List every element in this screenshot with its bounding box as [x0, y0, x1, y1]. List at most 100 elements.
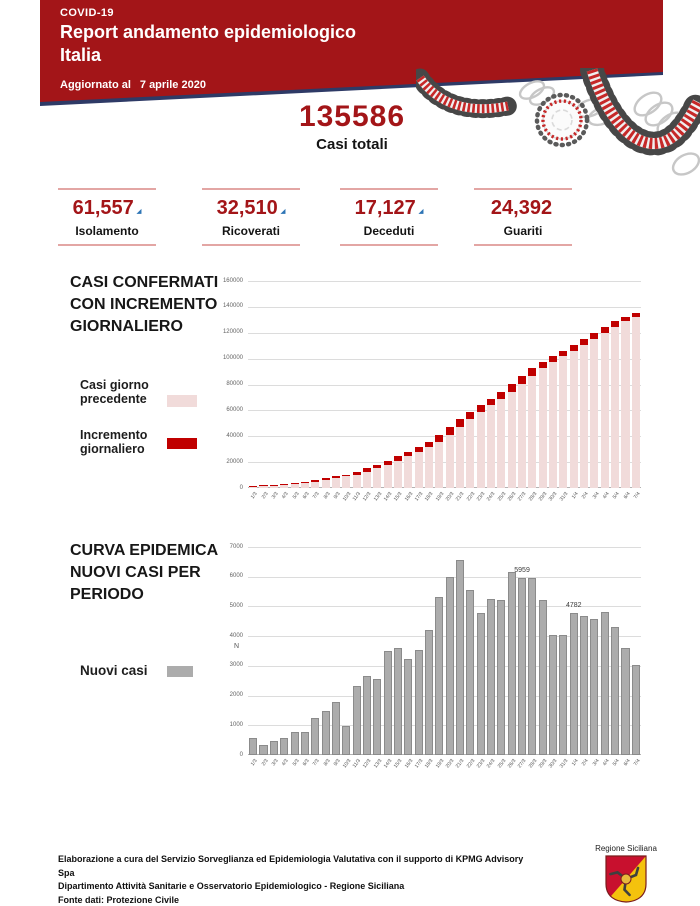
- bar-9/3: [331, 701, 340, 755]
- gridline: [248, 306, 641, 308]
- y-tick-label: 0: [239, 751, 243, 758]
- x-tick-label: 27/3: [517, 491, 528, 503]
- gridline: [248, 606, 641, 608]
- bar-segment: [342, 476, 351, 488]
- trend-arrow-icon: ◢: [418, 208, 424, 215]
- x-tick-label: 17/3: [413, 491, 425, 503]
- bar-segment: [507, 572, 516, 755]
- bar-segment: [631, 664, 640, 755]
- bar-segment: [259, 486, 268, 488]
- x-tick-label: 1/4: [570, 758, 580, 768]
- bar-1/4: [569, 612, 578, 755]
- x-tick-label: 28/3: [527, 758, 539, 770]
- x-tick-label: 11/3: [351, 491, 363, 503]
- x-tick-label: 26/3: [506, 758, 518, 770]
- y-tick-label: 2000: [229, 692, 243, 699]
- x-tick-label: 5/3: [291, 491, 301, 501]
- x-tick-label: 14/3: [382, 758, 394, 770]
- bar-segment: [311, 482, 320, 488]
- stat-number: 32,510: [216, 196, 278, 219]
- bar-segment: [600, 332, 609, 488]
- stat-label: Guariti: [503, 223, 543, 238]
- gridline: [248, 358, 641, 360]
- bar-30/3: [549, 356, 558, 488]
- x-tick-label: 22/3: [465, 758, 477, 770]
- bar-4/4: [600, 326, 609, 488]
- header-updated: Aggiornato al 7 aprile 2020: [60, 79, 206, 91]
- bar-segment: [611, 626, 620, 755]
- bar-24/3: [487, 398, 496, 488]
- bar-segment: [383, 651, 392, 755]
- bar-segment: [497, 600, 506, 755]
- y-tick-label: 20000: [226, 458, 243, 465]
- bar-segment: [393, 648, 402, 755]
- gridline: [248, 547, 641, 548]
- stat-box-guariti: 24,392 Guariti: [474, 188, 572, 246]
- bar-segment: [445, 427, 454, 435]
- bar-4/4: [600, 612, 609, 755]
- bar-segment: [569, 612, 578, 755]
- bar-segment: [435, 434, 444, 442]
- bar-segment: [300, 731, 309, 755]
- bar-segment: [362, 676, 371, 755]
- bar-29/3: [538, 361, 547, 488]
- stat-label: Isolamento: [75, 223, 139, 238]
- x-tick-label: 7/3: [311, 491, 321, 501]
- y-tick-label: 160000: [222, 277, 243, 284]
- bar-1/3: [249, 738, 258, 755]
- updated-label: Aggiornato al: [60, 79, 131, 91]
- bar-segment: [300, 482, 309, 484]
- gridline: [248, 462, 641, 464]
- virus-ribbon-icon: [416, 68, 518, 119]
- bar-segment: [393, 460, 402, 488]
- bar-4/3: [280, 484, 289, 488]
- gridline: [248, 695, 641, 697]
- bar-12/3: [362, 676, 371, 755]
- bar-26/3: [507, 383, 516, 488]
- bar-segment: [580, 344, 589, 488]
- bar-24/3: [487, 599, 496, 755]
- x-tick-label: 2/3: [260, 758, 270, 768]
- bar-20/3: [445, 577, 454, 755]
- footer-line: Fonte dati: Protezione Civile: [58, 894, 180, 905]
- bar-segment: [321, 480, 330, 488]
- x-tick-label: 2/3: [260, 491, 270, 501]
- x-tick-label: 10/3: [341, 758, 352, 770]
- bar-26/3: [507, 572, 516, 755]
- bar-segment: [393, 456, 402, 461]
- x-tick-label: 6/4: [622, 491, 632, 501]
- bar-28/3: [528, 577, 537, 755]
- y-tick-label: 6000: [229, 573, 243, 580]
- y-tick-label: 100000: [222, 355, 243, 362]
- bar-segment: [569, 344, 578, 352]
- bar-segment: [590, 338, 599, 488]
- bar-6/3: [300, 731, 309, 755]
- bar-2/4: [580, 616, 589, 755]
- bar-segment: [549, 356, 558, 362]
- bar-segment: [497, 391, 506, 399]
- x-tick-label: 1/4: [570, 491, 580, 501]
- bar-16/3: [404, 451, 413, 488]
- bar-segment: [362, 468, 371, 472]
- x-tick-label: 3/4: [591, 758, 601, 768]
- x-tick-label: 1/3: [249, 758, 259, 768]
- x-tick-label: 13/3: [372, 758, 383, 770]
- header-title-line1: Report andamento epidemiologico: [60, 22, 357, 42]
- x-tick-label: 21/3: [455, 491, 466, 503]
- stat-number: 61,557: [72, 196, 134, 219]
- bar-segment: [331, 476, 340, 479]
- bar-segment: [373, 679, 382, 755]
- bar-segment: [414, 650, 423, 755]
- bar-segment: [518, 376, 527, 384]
- chart2-title-line: PERIODO: [70, 586, 144, 603]
- bar-segment: [559, 634, 568, 755]
- bar-segment: [331, 701, 340, 755]
- header-kicker: COVID-19: [60, 7, 114, 19]
- bar-17/3: [414, 447, 423, 488]
- bar-21/3: [455, 418, 465, 488]
- y-tick-label: 60000: [226, 406, 243, 413]
- y-tick-label: 120000: [222, 329, 243, 336]
- x-tick-label: 4/3: [280, 491, 290, 501]
- bar-5/4: [611, 626, 620, 755]
- bar-segment: [455, 427, 465, 488]
